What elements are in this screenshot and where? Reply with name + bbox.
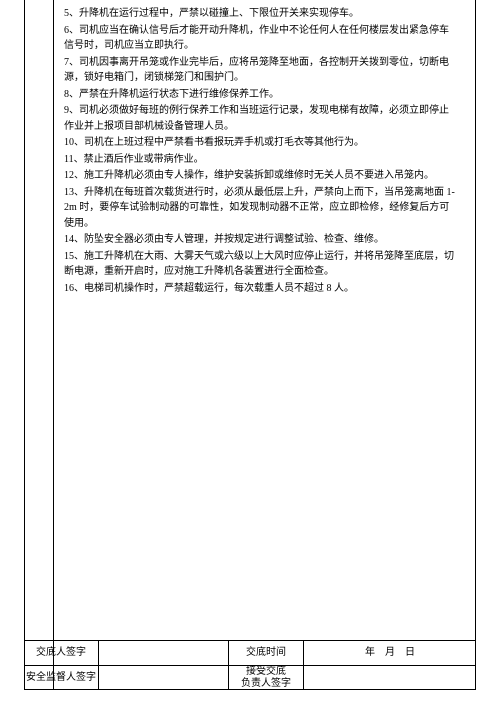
- signature-row-1: 交底人签字 交底时间 年 月 日: [24, 640, 476, 665]
- value-disclose-sign: [99, 641, 229, 665]
- rule-item: 14、防坠安全器必须由专人管理，并按规定进行调整试验、检查、维修。: [64, 232, 456, 248]
- rule-item: 10、司机在上班过程中严禁看书看报玩弄手机或打毛衣等其他行为。: [64, 135, 456, 151]
- label-disclose-sign: 交底人签字: [24, 641, 99, 665]
- signature-row-2: 安全监督人签字 接受交底负责人签字: [24, 665, 476, 690]
- value-disclose-time: 年 月 日: [304, 641, 476, 665]
- rule-item: 7、司机因事离开吊笼或作业完毕后，应将吊笼降至地面，各控制开关拨到零位，切断电源…: [64, 55, 456, 86]
- label-receiver-sign: 接受交底负责人签字: [229, 666, 304, 690]
- rule-item: 9、司机必须做好每班的例行保养工作和当班运行记录，发现电梯有故障，必须立即停止作…: [64, 103, 456, 134]
- rule-item: 11、禁止酒后作业或带病作业。: [64, 152, 456, 168]
- rule-item: 6、司机应当在确认信号后才能开动升降机，作业中不论任何人在任何楼层发出紧急停车信…: [64, 23, 456, 54]
- rules-content: 5、升降机在运行过程中，严禁以碰撞上、下限位开关来实现停车。 6、司机应当在确认…: [64, 0, 464, 640]
- label-disclose-time: 交底时间: [229, 641, 304, 665]
- label-supervisor-sign: 安全监督人签字: [24, 666, 99, 690]
- value-receiver-sign: [304, 666, 476, 690]
- rule-item: 8、严禁在升降机运行状态下进行维修保养工作。: [64, 87, 456, 103]
- value-supervisor-sign: [99, 666, 229, 690]
- rule-item: 5、升降机在运行过程中，严禁以碰撞上、下限位开关来实现停车。: [64, 6, 456, 22]
- rule-item: 15、施工升降机在大雨、大雾天气或六级以上大风时应停止运行，并将吊笼降至底层，切…: [64, 249, 456, 280]
- rule-item: 12、施工升降机必须由专人操作，维护安装拆卸或维修时无关人员不要进入吊笼内。: [64, 168, 456, 184]
- inner-vertical-rule: [53, 0, 54, 690]
- rule-item: 13、升降机在每班首次载货进行时，必须从最低层上升，严禁向上而下，当吊笼离地面 …: [64, 185, 456, 232]
- rule-item: 16、电梯司机操作时，严禁超载运行，每次载重人员不超过 8 人。: [64, 281, 456, 297]
